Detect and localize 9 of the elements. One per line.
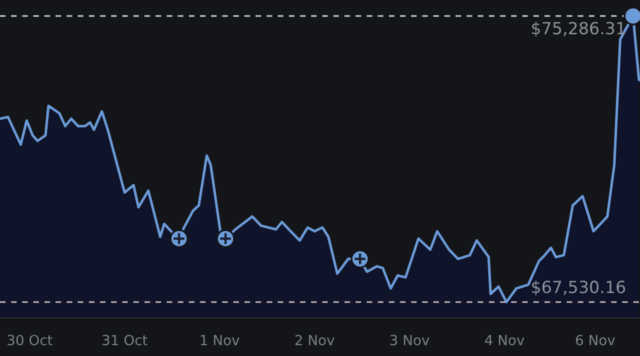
x-tick-label: 2 Nov [295,334,334,346]
x-tick-label: 4 Nov [484,335,524,346]
text: 6 Nov [576,334,615,346]
ref-line-label: $75,286.31 [532,22,625,37]
x-tick-label: 30 Oct [8,334,52,346]
x-tick-label: 31 Oct [102,334,148,346]
x-tick-label: 1 Nov [200,335,240,346]
ref-line-label: $67,530.16 [532,280,626,296]
x-tick-label: 3 Nov [390,334,430,346]
